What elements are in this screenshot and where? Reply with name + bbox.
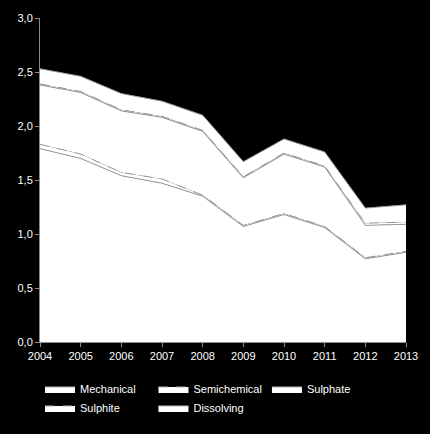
svg-text:Sulphite: Sulphite	[80, 402, 120, 414]
svg-text:1,5: 1,5	[18, 174, 33, 186]
svg-text:Sulphate: Sulphate	[307, 383, 350, 395]
svg-text:Dissolving: Dissolving	[193, 402, 243, 414]
svg-text:2005: 2005	[68, 350, 92, 362]
svg-text:2008: 2008	[190, 350, 214, 362]
svg-text:2,5: 2,5	[18, 66, 33, 78]
svg-text:0,0: 0,0	[18, 336, 33, 348]
svg-text:2004: 2004	[28, 350, 52, 362]
svg-text:2012: 2012	[353, 350, 377, 362]
svg-text:2013: 2013	[394, 350, 418, 362]
svg-text:2007: 2007	[150, 350, 174, 362]
svg-text:2010: 2010	[272, 350, 296, 362]
svg-text:3,0: 3,0	[18, 12, 33, 24]
svg-text:1,0: 1,0	[18, 228, 33, 240]
svg-text:0,5: 0,5	[18, 282, 33, 294]
svg-text:2,0: 2,0	[18, 120, 33, 132]
svg-text:2006: 2006	[109, 350, 133, 362]
svg-text:2011: 2011	[313, 350, 337, 362]
svg-text:2009: 2009	[231, 350, 255, 362]
svg-text:Semichemical: Semichemical	[193, 383, 261, 395]
svg-text:Mechanical: Mechanical	[80, 383, 136, 395]
